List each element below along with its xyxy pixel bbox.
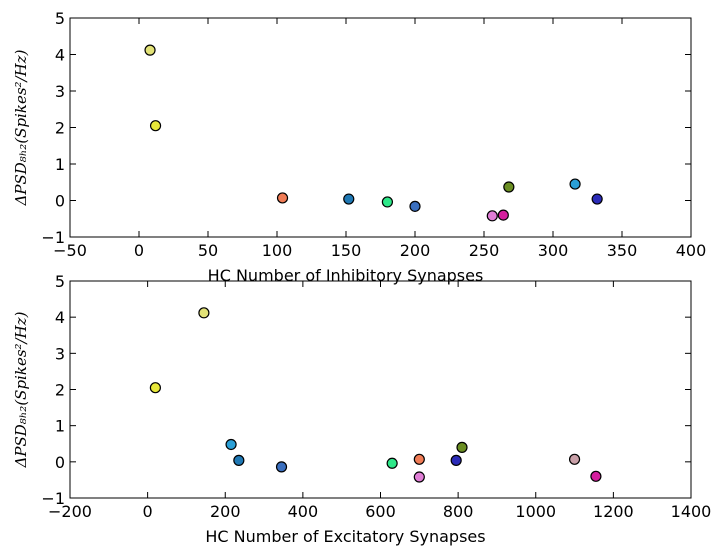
y-tick-label: 2	[55, 381, 65, 400]
data-point	[386, 457, 398, 469]
y-tick-label: 5	[55, 272, 65, 291]
x-tick-label: 1200	[593, 502, 634, 521]
inhibitory-synapses-panel: −50 0 50 100 150 200 250 300 350 400 −1 0 1 2 3 4 5 HC Nu…	[12, 9, 706, 285]
data-point	[381, 196, 393, 208]
y-tick-label: 2	[55, 119, 65, 138]
x-tick-label: 300	[538, 241, 569, 260]
data-point	[590, 470, 602, 482]
data-point	[409, 200, 421, 212]
x-tick-label: 600	[365, 502, 396, 521]
data-point	[568, 453, 581, 465]
excitatory-synapses-panel: −200 0 200 400 600 800 1000 1200 1400 −1 0 1 2 3 4 5 HC …	[12, 272, 711, 546]
x-tick-label: 400	[288, 502, 319, 521]
y-tick-label: 3	[55, 344, 65, 363]
data-point	[413, 471, 425, 483]
x-tick-label: −50	[53, 241, 87, 260]
data-point	[450, 454, 462, 466]
y-tick-label: 4	[55, 308, 65, 327]
x-tick-label: 200	[400, 241, 431, 260]
data-point	[275, 461, 288, 473]
plot-frame	[69, 280, 692, 499]
x-tick-label: 350	[607, 241, 638, 260]
data-point	[569, 178, 581, 190]
y-tick-label: 0	[55, 192, 65, 211]
data-point	[413, 453, 425, 465]
y-tick-label: −1	[41, 228, 65, 247]
x-tick-label: 800	[443, 502, 474, 521]
y-tick-label: 4	[55, 46, 65, 65]
x-tick-label: 50	[198, 241, 218, 260]
data-point	[149, 382, 161, 394]
y-tick-label: 3	[55, 82, 65, 101]
x-tick-label: 0	[143, 502, 153, 521]
data-point	[276, 192, 289, 204]
x-tick-label: 150	[331, 241, 362, 260]
x-axis-title: HC Number of Excitatory Synapses	[205, 527, 485, 546]
data-point	[343, 193, 355, 205]
data-point	[225, 438, 237, 451]
y-axis-title: ΔPSD₈ₕ₂(Spikes²/Hz)	[12, 311, 30, 468]
x-tick-label: 100	[262, 241, 293, 260]
x-axis-title: HC Number of Inhibitory Synapses	[208, 266, 484, 285]
x-tick-label: 1000	[515, 502, 556, 521]
x-tick-label: 200	[210, 502, 241, 521]
data-point	[486, 210, 498, 222]
data-point	[591, 193, 603, 205]
y-tick-label: 1	[55, 155, 65, 174]
data-point	[233, 454, 245, 466]
y-tick-label: 5	[55, 9, 65, 28]
x-tick-label: 0	[134, 241, 144, 260]
data-point	[144, 44, 156, 56]
x-tick-label: 400	[676, 241, 707, 260]
y-axis-title: ΔPSD₈ₕ₂(Spikes²/Hz)	[12, 49, 30, 206]
x-tick-label: −200	[48, 502, 92, 521]
y-tick-label: −1	[41, 489, 65, 508]
y-tick-label: 1	[55, 417, 65, 436]
data-point	[503, 181, 515, 193]
y-tick-label: 0	[55, 453, 65, 472]
x-tick-label: 1400	[671, 502, 712, 521]
x-tick-label: 250	[469, 241, 500, 260]
data-point	[497, 209, 509, 221]
data-point	[198, 307, 210, 319]
data-point	[456, 441, 468, 453]
data-point	[149, 120, 162, 132]
